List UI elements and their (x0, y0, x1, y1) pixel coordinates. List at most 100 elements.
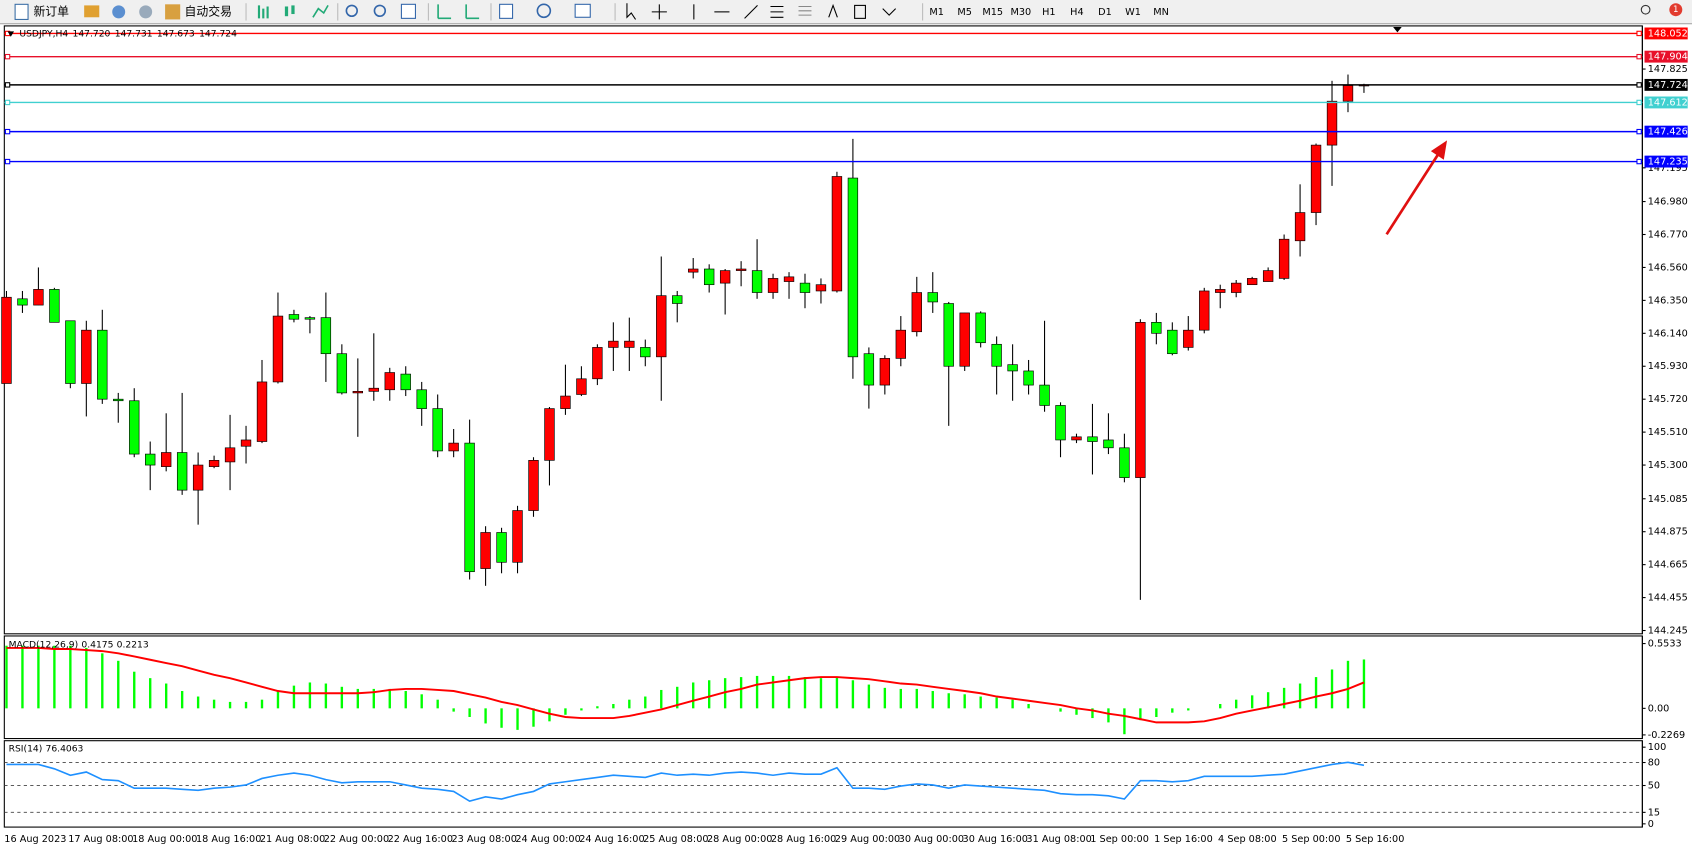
timeframe-button[interactable]: M5 (957, 7, 972, 18)
crosshair-icon[interactable] (651, 4, 667, 20)
channel-icon[interactable] (770, 5, 784, 18)
candle-body (352, 391, 364, 394)
indicator-header: MACD(12,26,9) 0.4175 0.2213 (9, 639, 149, 650)
level-handle (4, 158, 11, 165)
candle-body (320, 317, 332, 355)
y-tick-label: 146.980 (1648, 197, 1688, 208)
level-handle (1636, 128, 1642, 135)
icon[interactable] (84, 5, 100, 18)
y-tick-label: 80 (1648, 758, 1660, 769)
x-tick-label: 22 Aug 16:00 (388, 834, 453, 845)
candle-body (81, 329, 92, 384)
timeframe-button[interactable]: M1 (929, 7, 944, 18)
candle-body (304, 317, 316, 320)
timeframe-button[interactable]: M30 (1010, 7, 1031, 18)
zoom-out-icon[interactable] (373, 4, 387, 18)
label-icon[interactable] (854, 4, 866, 19)
indicator-value: 0.2213 (117, 639, 149, 650)
ohlc-label: 147.724 (199, 28, 237, 39)
x-tick-label: 18 Aug 16:00 (196, 834, 261, 845)
level-handle (4, 82, 11, 88)
y-tick-label: 144.245 (1648, 626, 1688, 637)
x-tick-label: 1 Sep 16:00 (1154, 834, 1213, 845)
level-label-bg (1644, 50, 1688, 63)
y-tick-label: 145.300 (1648, 460, 1688, 471)
candle-body (512, 510, 523, 563)
indicator-icon[interactable] (499, 3, 514, 19)
level-handle (4, 53, 11, 60)
search-icon[interactable] (1640, 4, 1651, 15)
cursor-icon[interactable] (626, 3, 637, 20)
template-icon[interactable] (574, 3, 591, 18)
x-tick-label: 5 Sep 00:00 (1282, 834, 1341, 845)
new-order-button[interactable]: 新订单 (33, 4, 69, 18)
x-tick-label: 1 Sep 00:00 (1090, 834, 1149, 845)
y-tick-label: 144.665 (1648, 560, 1688, 571)
candle-body (1294, 212, 1306, 242)
notification-badge[interactable] (1669, 3, 1683, 17)
y-tick-label: -0.2269 (1648, 730, 1685, 741)
icon[interactable] (112, 5, 126, 19)
y-tick-label: 146.140 (1648, 328, 1688, 339)
timeframe-button[interactable]: MN (1153, 7, 1169, 18)
toolbar-icons (14, 3, 1683, 21)
level-label-bg (1644, 27, 1688, 40)
y-tick-label: 144.455 (1648, 593, 1688, 604)
candle-body (735, 268, 747, 271)
text-icon[interactable] (828, 3, 838, 18)
indicator-name: MACD(12,26,9) (9, 639, 79, 650)
tile-icon[interactable] (400, 3, 416, 19)
candle-body (384, 372, 395, 391)
trendline-icon[interactable] (744, 5, 758, 19)
candle-icon[interactable] (284, 6, 289, 17)
level-label: 147.904 (1648, 52, 1688, 63)
candle-body (1055, 405, 1066, 441)
icon[interactable] (139, 5, 153, 19)
candle-body (1342, 85, 1354, 102)
toolbar (0, 0, 1692, 24)
zoom-in-icon[interactable] (345, 4, 358, 18)
auto-trading-button[interactable]: 自动交易 (185, 4, 232, 18)
candle-body (688, 268, 699, 273)
level-label: 148.052 (1648, 28, 1688, 39)
line-chart-icon[interactable] (312, 4, 329, 18)
candle-body (256, 381, 268, 442)
header-icon (7, 31, 15, 37)
arrows-icon[interactable] (882, 8, 897, 16)
indicator-value: 0.4175 (81, 639, 113, 650)
bar-chart-icon[interactable] (257, 5, 269, 19)
x-tick-label: 24 Aug 00:00 (515, 834, 580, 845)
candle-body (624, 340, 635, 348)
candle-body (544, 408, 555, 461)
candle-body (1151, 322, 1162, 334)
candle-body (272, 315, 284, 383)
y-tick-label: 145.720 (1648, 394, 1688, 405)
period-icon[interactable] (536, 3, 552, 19)
candle-body (1231, 282, 1242, 293)
new-order-icon[interactable] (14, 3, 29, 20)
autoscroll-icon[interactable] (437, 4, 452, 20)
fibo-icon[interactable] (798, 5, 812, 16)
x-tick-label: 28 Aug 16:00 (771, 834, 836, 845)
candle-body (1039, 384, 1050, 406)
timeframe-button[interactable]: H1 (1042, 7, 1055, 18)
y-tick-label: 15 (1648, 807, 1660, 818)
timeframe-button[interactable]: H4 (1070, 7, 1083, 18)
candle-body (640, 347, 651, 358)
candle-body (288, 314, 300, 320)
candle-body (97, 329, 108, 400)
x-tick-label: 22 Aug 00:00 (324, 834, 389, 845)
timeframe-button[interactable]: D1 (1098, 7, 1112, 18)
auto-trading-icon[interactable] (165, 4, 181, 20)
candle-body (208, 460, 220, 467)
candle-body (49, 289, 60, 323)
candle-body (224, 447, 236, 463)
candle-body (65, 320, 76, 384)
candle-body (1103, 439, 1114, 449)
shift-icon[interactable] (465, 4, 480, 20)
candle-icon[interactable] (291, 5, 295, 15)
timeframe-button[interactable]: M15 (982, 7, 1003, 18)
timeframe-button[interactable]: W1 (1125, 7, 1141, 18)
candle-body (432, 408, 443, 452)
